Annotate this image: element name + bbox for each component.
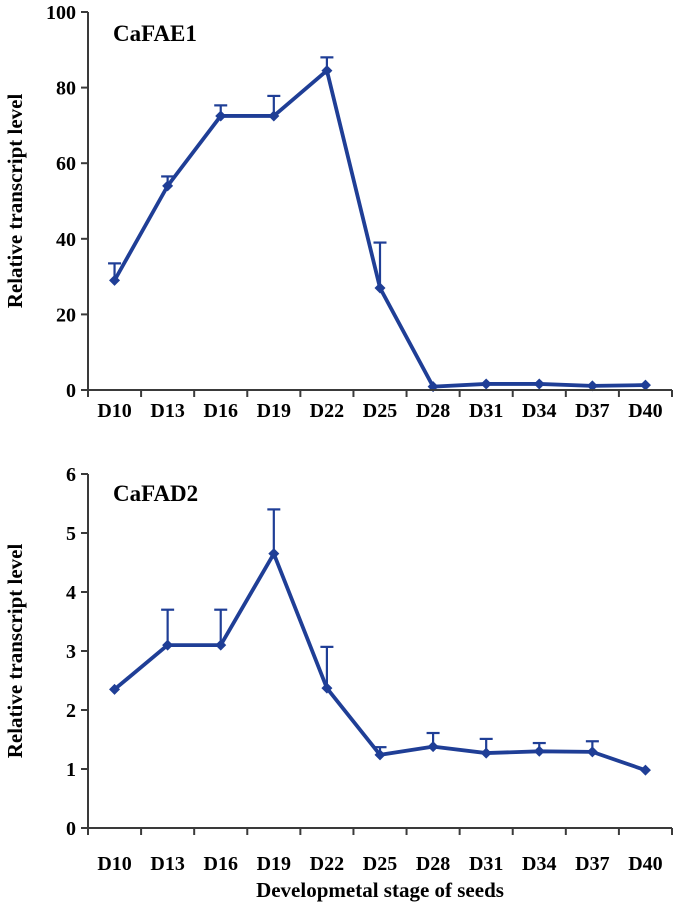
x-tick-label: D37: [575, 853, 609, 875]
x-tick-label: D10: [97, 400, 131, 422]
data-point-marker: [215, 110, 227, 122]
x-tick-label: D40: [628, 853, 662, 875]
y-tick-label: 100: [46, 2, 76, 24]
y-tick-label: 0: [66, 818, 76, 840]
x-tick-label: D34: [522, 853, 556, 875]
series-line: [112, 551, 648, 773]
data-point-marker: [639, 379, 651, 391]
x-axis-title: Developmetal stage of seeds: [256, 878, 504, 902]
y-tick-label: 4: [66, 582, 76, 604]
x-tick-label: D25: [363, 853, 397, 875]
x-tick-label: D22: [310, 853, 344, 875]
y-tick-label: 5: [66, 523, 76, 545]
series-label: CaFAD2: [113, 481, 198, 506]
x-tick-label: D13: [150, 853, 184, 875]
data-point-marker: [109, 274, 121, 286]
data-point-marker: [374, 282, 386, 294]
x-tick-label: D22: [310, 400, 344, 422]
series-line: [112, 68, 648, 389]
y-tick-label: 6: [66, 464, 76, 486]
data-point-marker: [215, 639, 227, 651]
y-tick-label: 80: [56, 78, 76, 100]
x-tick-label: D13: [150, 400, 184, 422]
data-point-marker: [321, 682, 333, 694]
x-tick-label: D28: [416, 853, 450, 875]
data-point-marker: [268, 548, 280, 560]
data-point-marker: [162, 180, 174, 192]
y-tick-label: 40: [56, 229, 76, 251]
x-tick-label: D16: [204, 400, 238, 422]
data-point-marker: [480, 747, 492, 759]
x-tick-label: D31: [469, 853, 503, 875]
x-tick-label: D28: [416, 400, 450, 422]
data-point-marker: [586, 380, 598, 392]
data-point-marker: [586, 746, 598, 758]
chart-panel-top: 0 20 40 60 80 100 D10 D13 D16 D19 D22 D25 D28 D31 D34 D…: [3, 2, 673, 422]
data-point-marker: [480, 378, 492, 390]
data-point-marker: [374, 749, 386, 761]
data-point-marker: [639, 764, 651, 776]
x-tick-label: D19: [257, 853, 291, 875]
data-point-marker: [321, 65, 333, 77]
y-tick-label: 2: [66, 700, 76, 722]
data-point-marker: [533, 745, 545, 757]
x-tick-label: D25: [363, 400, 397, 422]
x-tick-label: D10: [97, 853, 131, 875]
x-tick-label: D16: [204, 853, 238, 875]
y-tick-label: 20: [56, 304, 76, 326]
x-tick-label: D34: [522, 400, 556, 422]
x-tick-label: D31: [469, 400, 503, 422]
data-point-marker: [427, 741, 439, 753]
y-tick-label: 0: [66, 380, 76, 402]
x-tick-label: D37: [575, 400, 609, 422]
data-point-marker: [533, 378, 545, 390]
data-point-marker: [162, 639, 174, 651]
y-tick-label: 3: [66, 641, 76, 663]
y-tick-label: 60: [56, 153, 76, 175]
chart-panel-bottom: 0 1 2 3 4 5 6 D10 D13 D16 D19 D22 D25 D28 D31 D34 D37 D40…: [3, 464, 673, 902]
y-axis-title: Relative transcript level: [3, 94, 27, 309]
series-label: CaFAE1: [113, 21, 197, 46]
x-tick-label: D19: [257, 400, 291, 422]
data-point-marker: [268, 110, 280, 122]
y-axis-title: Relative transcript level: [3, 544, 27, 759]
x-tick-label: D40: [628, 400, 662, 422]
y-tick-label: 1: [66, 759, 76, 781]
data-point-marker: [109, 683, 121, 695]
